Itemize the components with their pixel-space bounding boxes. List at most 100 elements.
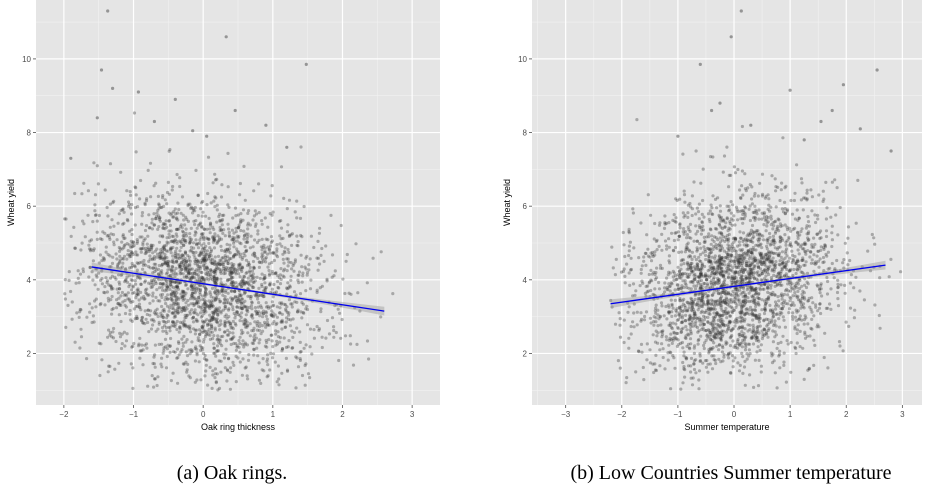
data-point <box>317 327 321 331</box>
data-point <box>182 289 186 294</box>
data-point <box>709 332 713 336</box>
data-point <box>137 342 141 346</box>
data-point <box>762 319 766 323</box>
data-point <box>685 272 689 276</box>
data-point <box>740 124 745 129</box>
data-point <box>667 270 671 274</box>
data-point <box>720 270 724 274</box>
data-point <box>766 296 771 300</box>
data-point <box>643 314 647 319</box>
data-point <box>718 209 723 213</box>
data-point <box>816 213 820 217</box>
data-point <box>239 305 243 309</box>
data-point <box>706 320 710 325</box>
data-point <box>320 335 324 339</box>
data-point <box>181 213 185 217</box>
data-point <box>295 356 299 360</box>
data-point <box>257 211 261 215</box>
data-point <box>238 262 242 266</box>
data-point <box>225 379 229 383</box>
data-point <box>754 208 758 212</box>
data-point <box>134 304 138 309</box>
data-point <box>166 297 170 301</box>
data-point <box>218 258 222 262</box>
data-point <box>812 363 816 367</box>
data-point <box>222 352 226 356</box>
data-point <box>785 208 790 212</box>
data-point <box>726 239 730 243</box>
data-point <box>240 301 244 305</box>
data-point <box>198 311 203 315</box>
data-point <box>298 357 302 361</box>
data-point <box>758 313 762 317</box>
data-point <box>816 284 820 288</box>
data-point <box>618 317 622 321</box>
data-point <box>702 314 706 318</box>
data-point <box>686 211 690 215</box>
data-point <box>706 212 711 216</box>
data-point <box>179 223 183 227</box>
data-point <box>664 221 669 226</box>
data-point <box>681 272 685 276</box>
data-point <box>265 252 269 256</box>
data-point <box>700 228 704 232</box>
data-point <box>299 350 303 354</box>
data-point <box>124 278 128 282</box>
data-point <box>277 219 282 223</box>
data-point <box>203 302 207 306</box>
data-point <box>216 254 221 258</box>
data-point <box>320 246 324 251</box>
data-point <box>213 307 217 311</box>
data-point <box>184 325 188 329</box>
data-point <box>729 211 733 215</box>
data-point <box>198 287 202 291</box>
data-point <box>202 278 206 282</box>
data-point <box>221 289 225 293</box>
data-point <box>174 255 178 259</box>
data-point <box>181 230 186 234</box>
data-point <box>210 278 215 282</box>
data-point <box>209 258 213 262</box>
data-point <box>715 206 719 210</box>
data-point <box>786 289 790 293</box>
data-point <box>213 232 217 236</box>
data-point <box>158 299 162 303</box>
data-point <box>796 298 801 302</box>
data-point <box>198 267 202 271</box>
data-point <box>285 257 289 261</box>
data-point <box>679 320 684 325</box>
data-point <box>203 329 207 333</box>
data-point <box>226 278 230 282</box>
data-point <box>787 269 792 273</box>
data-point <box>686 215 690 219</box>
data-point <box>149 245 153 249</box>
data-point <box>695 325 700 330</box>
data-point <box>272 258 276 263</box>
data-point <box>802 196 806 200</box>
data-point <box>798 300 803 304</box>
data-point <box>234 226 238 230</box>
data-point <box>756 238 760 242</box>
data-point <box>723 282 727 286</box>
data-point <box>106 9 110 13</box>
data-point <box>168 247 172 251</box>
data-point <box>162 226 166 230</box>
data-point <box>786 282 790 286</box>
data-point <box>269 313 273 317</box>
data-point <box>278 301 282 305</box>
data-point <box>169 279 173 283</box>
data-point <box>750 185 754 189</box>
data-point <box>218 328 222 332</box>
data-point <box>695 262 699 266</box>
data-point <box>217 359 221 363</box>
data-point <box>223 271 227 275</box>
data-point <box>160 326 165 330</box>
data-point <box>117 287 121 291</box>
data-point <box>264 311 268 315</box>
data-point <box>223 324 227 328</box>
data-point <box>721 235 725 239</box>
data-point <box>192 291 196 295</box>
data-point <box>309 234 313 238</box>
data-point <box>692 311 697 315</box>
data-point <box>177 281 181 285</box>
